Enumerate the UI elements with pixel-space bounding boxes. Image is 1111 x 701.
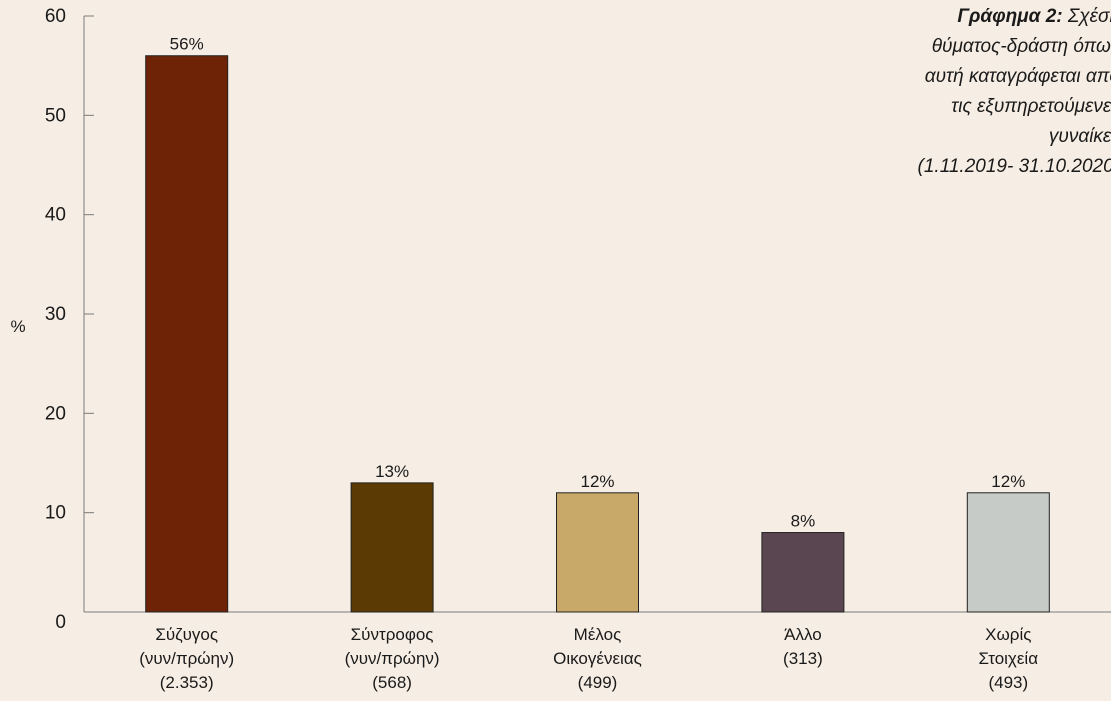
y-tick-label: 50: [45, 105, 66, 126]
category-label: Χωρίς: [985, 625, 1031, 644]
bars: [145, 55, 1050, 613]
y-tick-label: 0: [55, 612, 66, 633]
category-label: (2.353): [160, 673, 214, 692]
category-label: (313): [783, 649, 823, 668]
chart-title: Γράφημα 2: Σχέση θύματος-δράστη όπως αυτ…: [780, 2, 1111, 182]
category-label: (499): [578, 673, 618, 692]
y-axis-label: %: [10, 317, 25, 336]
data-label: 13%: [375, 462, 409, 481]
category-label: Στοιχεία: [979, 649, 1039, 668]
data-label: 56%: [170, 35, 204, 54]
category-label: Οικογένειας: [553, 649, 642, 668]
category-label: (568): [372, 673, 412, 692]
bar: [761, 532, 845, 613]
y-tick-label: 10: [45, 503, 66, 524]
bar: [556, 492, 639, 613]
data-label: 12%: [580, 472, 614, 491]
data-label: 8%: [791, 512, 816, 531]
y-tick-label: 20: [45, 403, 66, 424]
category-label: (νυν/πρώην): [345, 649, 440, 668]
bar: [966, 492, 1050, 613]
category-label: Σύζυγος: [155, 625, 218, 644]
category-label: (νυν/πρώην): [139, 649, 234, 668]
chart-title-bold: Γράφημα 2:: [957, 6, 1063, 27]
bar: [145, 55, 229, 613]
bar: [350, 482, 434, 613]
chart-title-rest: Σχέση θύματος-δράστη όπως αυτή καταγράφε…: [917, 6, 1111, 177]
category-label: Σύντροφος: [351, 625, 434, 644]
category-label: Άλλο: [784, 625, 822, 644]
y-tick-label: 30: [45, 304, 66, 325]
data-label: 12%: [991, 472, 1025, 491]
y-tick-label: 40: [45, 205, 66, 226]
labels: 56% Σύζυγος (νυν/πρώην) (2.353) 13% Σύντροφος…: [139, 35, 1038, 692]
y-tick-label: 60: [45, 6, 66, 27]
category-label: Μέλος: [574, 625, 622, 644]
category-label: (493): [988, 673, 1028, 692]
